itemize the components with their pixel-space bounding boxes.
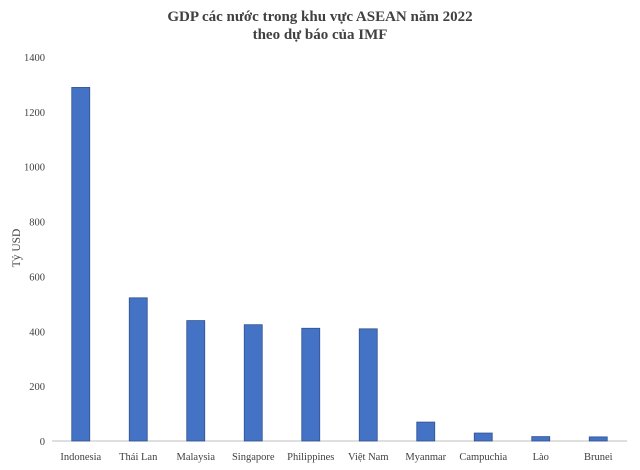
x-tick-label: Philippines	[287, 452, 334, 463]
y-tick-label: 200	[29, 382, 45, 393]
y-tick-label: 800	[29, 218, 45, 229]
y-tick-label: 0	[40, 437, 45, 448]
bar	[473, 432, 493, 442]
y-tick-label: 400	[29, 327, 45, 338]
bar	[588, 436, 608, 442]
bar	[243, 324, 263, 442]
bar	[71, 87, 91, 442]
chart-title: GDP các nước trong khu vực ASEAN năm 202…	[167, 9, 472, 25]
bar	[531, 436, 551, 442]
bar	[358, 328, 378, 442]
bars	[71, 87, 608, 442]
bar	[301, 327, 321, 442]
y-axis-label: Tỷ USD	[11, 229, 23, 268]
x-tick-label: Brunei	[584, 452, 613, 463]
x-tick-label: Singapore	[232, 452, 275, 463]
y-tick-label: 1400	[24, 53, 45, 64]
bar	[128, 297, 148, 442]
x-tick-label: Indonesia	[60, 452, 101, 463]
x-tick-label: Campuchia	[459, 452, 507, 463]
chart-subtitle: theo dự báo của IMF	[253, 27, 388, 43]
x-tick-label: Malaysia	[177, 452, 216, 463]
y-tick-labels: 0 200 400 600 800 1000 1200 1400	[24, 53, 45, 448]
y-tick-label: 1200	[24, 108, 45, 119]
x-tick-labels: Indonesia Thái Lan Malaysia Singapore Philip…	[60, 452, 612, 463]
x-tick-label: Việt Nam	[348, 452, 388, 463]
y-tick-label: 1000	[24, 163, 45, 174]
x-tick-label: Lào	[533, 452, 549, 463]
bar	[186, 320, 206, 442]
bar	[416, 421, 436, 442]
x-tick-label: Myanmar	[405, 452, 446, 463]
x-tick-label: Thái Lan	[119, 452, 158, 463]
y-tick-label: 600	[29, 272, 45, 283]
